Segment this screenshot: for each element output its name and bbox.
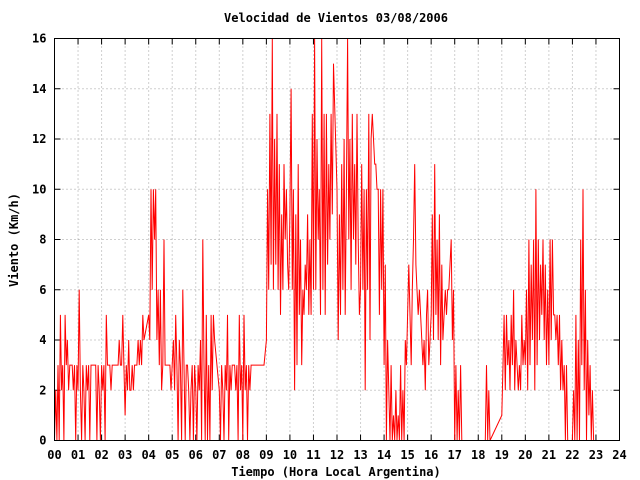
x-tick-labels: 00 01 02 03 04 05 06 07 08 09 10 11 12 13 14 15 16 17 18 19… — [47, 448, 626, 462]
x-tick-label: 05 — [165, 448, 179, 462]
x-axis-label: Tiempo (Hora Local Argentina) — [231, 465, 441, 479]
x-tick-label: 08 — [236, 448, 250, 462]
y-tick-label: 8 — [39, 233, 46, 247]
y-axis-label: Viento (Km/h) — [7, 193, 21, 287]
x-tick-label: 04 — [141, 448, 155, 462]
x-tick-label: 10 — [283, 448, 297, 462]
x-tick-label: 07 — [212, 448, 226, 462]
y-tick-label: 2 — [39, 383, 46, 397]
x-tick-label: 20 — [518, 448, 532, 462]
x-tick-label: 09 — [259, 448, 273, 462]
x-tick-label: 18 — [471, 448, 485, 462]
y-tick-label: 6 — [39, 283, 46, 297]
x-tick-label: 14 — [377, 448, 391, 462]
x-tick-label: 17 — [447, 448, 461, 462]
y-tick-label: 14 — [32, 82, 46, 96]
x-tick-label: 06 — [189, 448, 203, 462]
x-tick-label: 15 — [400, 448, 414, 462]
x-tick-label: 00 — [47, 448, 61, 462]
x-tick-label: 11 — [306, 448, 320, 462]
plot-frame — [54, 38, 620, 441]
chart-title: Velocidad de Vientos 03/08/2006 — [224, 11, 448, 25]
y-tick-label: 12 — [32, 132, 46, 146]
x-tick-label: 13 — [353, 448, 367, 462]
y-tick-label: 4 — [39, 333, 46, 347]
y-tick-label: 0 — [39, 434, 46, 448]
x-tick-label: 16 — [424, 448, 438, 462]
y-tick-labels: 0 2 4 6 8 10 12 14 16 — [32, 32, 46, 448]
y-tick-label: 16 — [32, 32, 46, 46]
x-tick-label: 24 — [612, 448, 626, 462]
x-tick-label: 12 — [330, 448, 344, 462]
x-tick-label: 19 — [495, 448, 509, 462]
x-tick-label: 22 — [565, 448, 579, 462]
x-tick-label: 21 — [542, 448, 556, 462]
plot-area — [54, 38, 595, 441]
x-tick-label: 02 — [94, 448, 108, 462]
y-tick-label: 10 — [32, 182, 46, 196]
x-tick-label: 03 — [118, 448, 132, 462]
x-tick-label: 01 — [71, 448, 85, 462]
wind-speed-series-line — [54, 38, 595, 441]
x-tick-label: 23 — [589, 448, 603, 462]
